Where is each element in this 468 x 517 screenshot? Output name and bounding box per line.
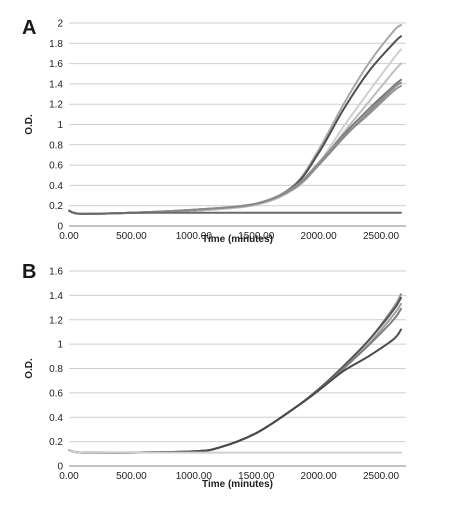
x-tick-label: 1000.00 (176, 471, 213, 482)
y-tick-label: 1.8 (49, 39, 63, 50)
series-line (68, 48, 403, 215)
series-line (68, 62, 403, 215)
x-tick-label: 2000.00 (301, 231, 338, 242)
x-tick-label: 0.00 (59, 471, 79, 482)
series-line (68, 328, 403, 454)
y-tick-label: 1 (57, 120, 63, 131)
x-tick-label: 1000.00 (176, 231, 213, 242)
x-tick-label: 1500.00 (238, 471, 275, 482)
y-axis-title: O.D. (24, 358, 35, 379)
y-tick-label: 1 (57, 340, 63, 351)
y-tick-label: 0.8 (49, 140, 63, 151)
series-line (68, 293, 403, 454)
x-axis-title: Time (minutes) (202, 234, 273, 245)
series-line (68, 449, 403, 454)
y-tick-label: 0.4 (49, 413, 63, 424)
y-axis-title: O.D. (24, 114, 35, 135)
x-tick-label: 0.00 (59, 231, 79, 242)
chart-panel-b: B 0 0.2 0.4 0.6 0.8 1 1.2 1.4 1.6 0.00 500.00 1000.0… (0, 258, 468, 517)
chart-a-svg: A 0 0.2 0.4 0.6 0.8 1 1.2 1.4 1.6 1.8 2 0.00 500.00 10… (22, 17, 406, 245)
series-line (68, 296, 403, 454)
panel-label: A (22, 17, 36, 39)
y-tick-label: 0.6 (49, 161, 63, 172)
x-tick-label: 500.00 (116, 231, 147, 242)
y-tick-label: 0 (57, 462, 63, 473)
y-tick-label: 1.6 (49, 59, 63, 70)
y-tick-label: 1.4 (49, 79, 63, 90)
series-line (68, 209, 403, 215)
chart-b-svg: B 0 0.2 0.4 0.6 0.8 1 1.2 1.4 1.6 0.00 500.00 1000.0… (22, 261, 406, 490)
y-tick-label: 0.6 (49, 388, 63, 399)
y-tick-label: 1.2 (49, 100, 63, 111)
y-tick-label: 1.4 (49, 291, 63, 302)
y-tick-label: 0.2 (49, 201, 63, 212)
y-tick-label: 1.6 (49, 267, 63, 278)
y-tick-label: 0.2 (49, 437, 63, 448)
chart-panel-a: A 0 0.2 0.4 0.6 0.8 1 1.2 1.4 1.6 1.8 2 0.00 500.00 10… (0, 0, 468, 258)
series-line (68, 81, 403, 215)
x-tick-label: 2500.00 (363, 471, 400, 482)
x-tick-label: 2500.00 (363, 231, 400, 242)
y-tick-label: 0.8 (49, 364, 63, 375)
y-tick-label: 1.2 (49, 315, 63, 326)
x-tick-label: 500.00 (116, 471, 147, 482)
y-tick-label: 0.4 (49, 181, 63, 192)
series-line (68, 78, 403, 215)
series-line (68, 84, 403, 215)
y-tick-label: 0 (57, 222, 63, 233)
y-tick-label: 2 (57, 19, 63, 30)
x-tick-label: 1500.00 (238, 231, 275, 242)
panel-label: B (22, 261, 36, 283)
x-tick-label: 2000.00 (301, 471, 338, 482)
series-line (68, 35, 403, 215)
series-line (68, 307, 403, 454)
x-axis-title: Time (minutes) (202, 479, 273, 490)
series-line (68, 302, 403, 454)
